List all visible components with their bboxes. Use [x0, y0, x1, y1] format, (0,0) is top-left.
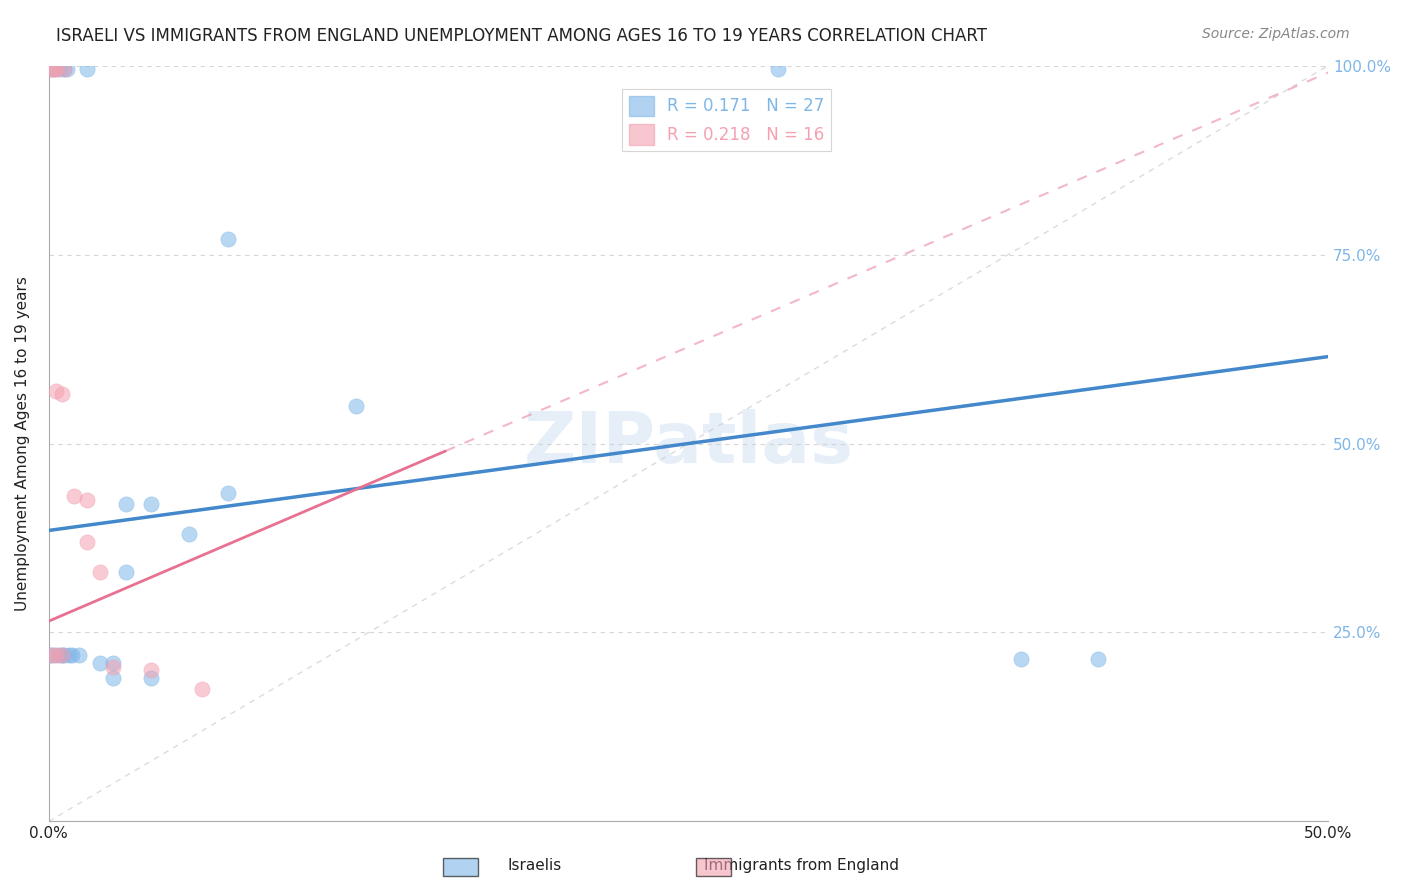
Point	[42, 62, 65, 77]
Point	[139, 497, 162, 511]
Point	[39, 648, 62, 662]
Point	[76, 534, 98, 549]
Point	[69, 648, 91, 662]
Point	[48, 62, 70, 77]
Point	[45, 62, 67, 77]
Point	[101, 659, 124, 673]
Point	[76, 493, 98, 508]
Text: ZIPatlas: ZIPatlas	[523, 409, 853, 478]
Point	[39, 648, 62, 662]
Point	[63, 490, 86, 504]
Point	[39, 62, 62, 77]
Point	[51, 387, 73, 401]
Point	[344, 399, 367, 413]
Point	[89, 656, 111, 670]
Text: ISRAELI VS IMMIGRANTS FROM ENGLAND UNEMPLOYMENT AMONG AGES 16 TO 19 YEARS CORREL: ISRAELI VS IMMIGRANTS FROM ENGLAND UNEMP…	[56, 27, 987, 45]
Point	[45, 384, 67, 398]
Point	[45, 648, 67, 662]
Point	[53, 62, 76, 77]
Point	[1010, 652, 1032, 666]
Point	[76, 62, 98, 77]
Point	[191, 682, 214, 697]
Point	[89, 565, 111, 579]
Point	[60, 648, 83, 662]
Point	[53, 62, 76, 77]
Point	[48, 648, 70, 662]
Point	[42, 62, 65, 77]
Point	[42, 648, 65, 662]
Point	[39, 62, 62, 77]
Legend: R = 0.171   N = 27, R = 0.218   N = 16: R = 0.171 N = 27, R = 0.218 N = 16	[623, 89, 831, 152]
Point	[217, 485, 239, 500]
Point	[55, 62, 77, 77]
Point	[139, 663, 162, 677]
Point	[217, 232, 239, 246]
Point	[58, 648, 80, 662]
Point	[51, 648, 73, 662]
Text: Immigrants from England: Immigrants from England	[704, 858, 898, 872]
Point	[51, 648, 73, 662]
Point	[101, 656, 124, 670]
Point	[114, 565, 136, 579]
Text: Israelis: Israelis	[508, 858, 561, 872]
Point	[1087, 652, 1109, 666]
Point	[139, 671, 162, 685]
Text: Source: ZipAtlas.com: Source: ZipAtlas.com	[1202, 27, 1350, 41]
Point	[114, 497, 136, 511]
Point	[766, 62, 789, 77]
Point	[53, 648, 76, 662]
Point	[179, 527, 201, 541]
Point	[101, 671, 124, 685]
Y-axis label: Unemployment Among Ages 16 to 19 years: Unemployment Among Ages 16 to 19 years	[15, 277, 30, 611]
